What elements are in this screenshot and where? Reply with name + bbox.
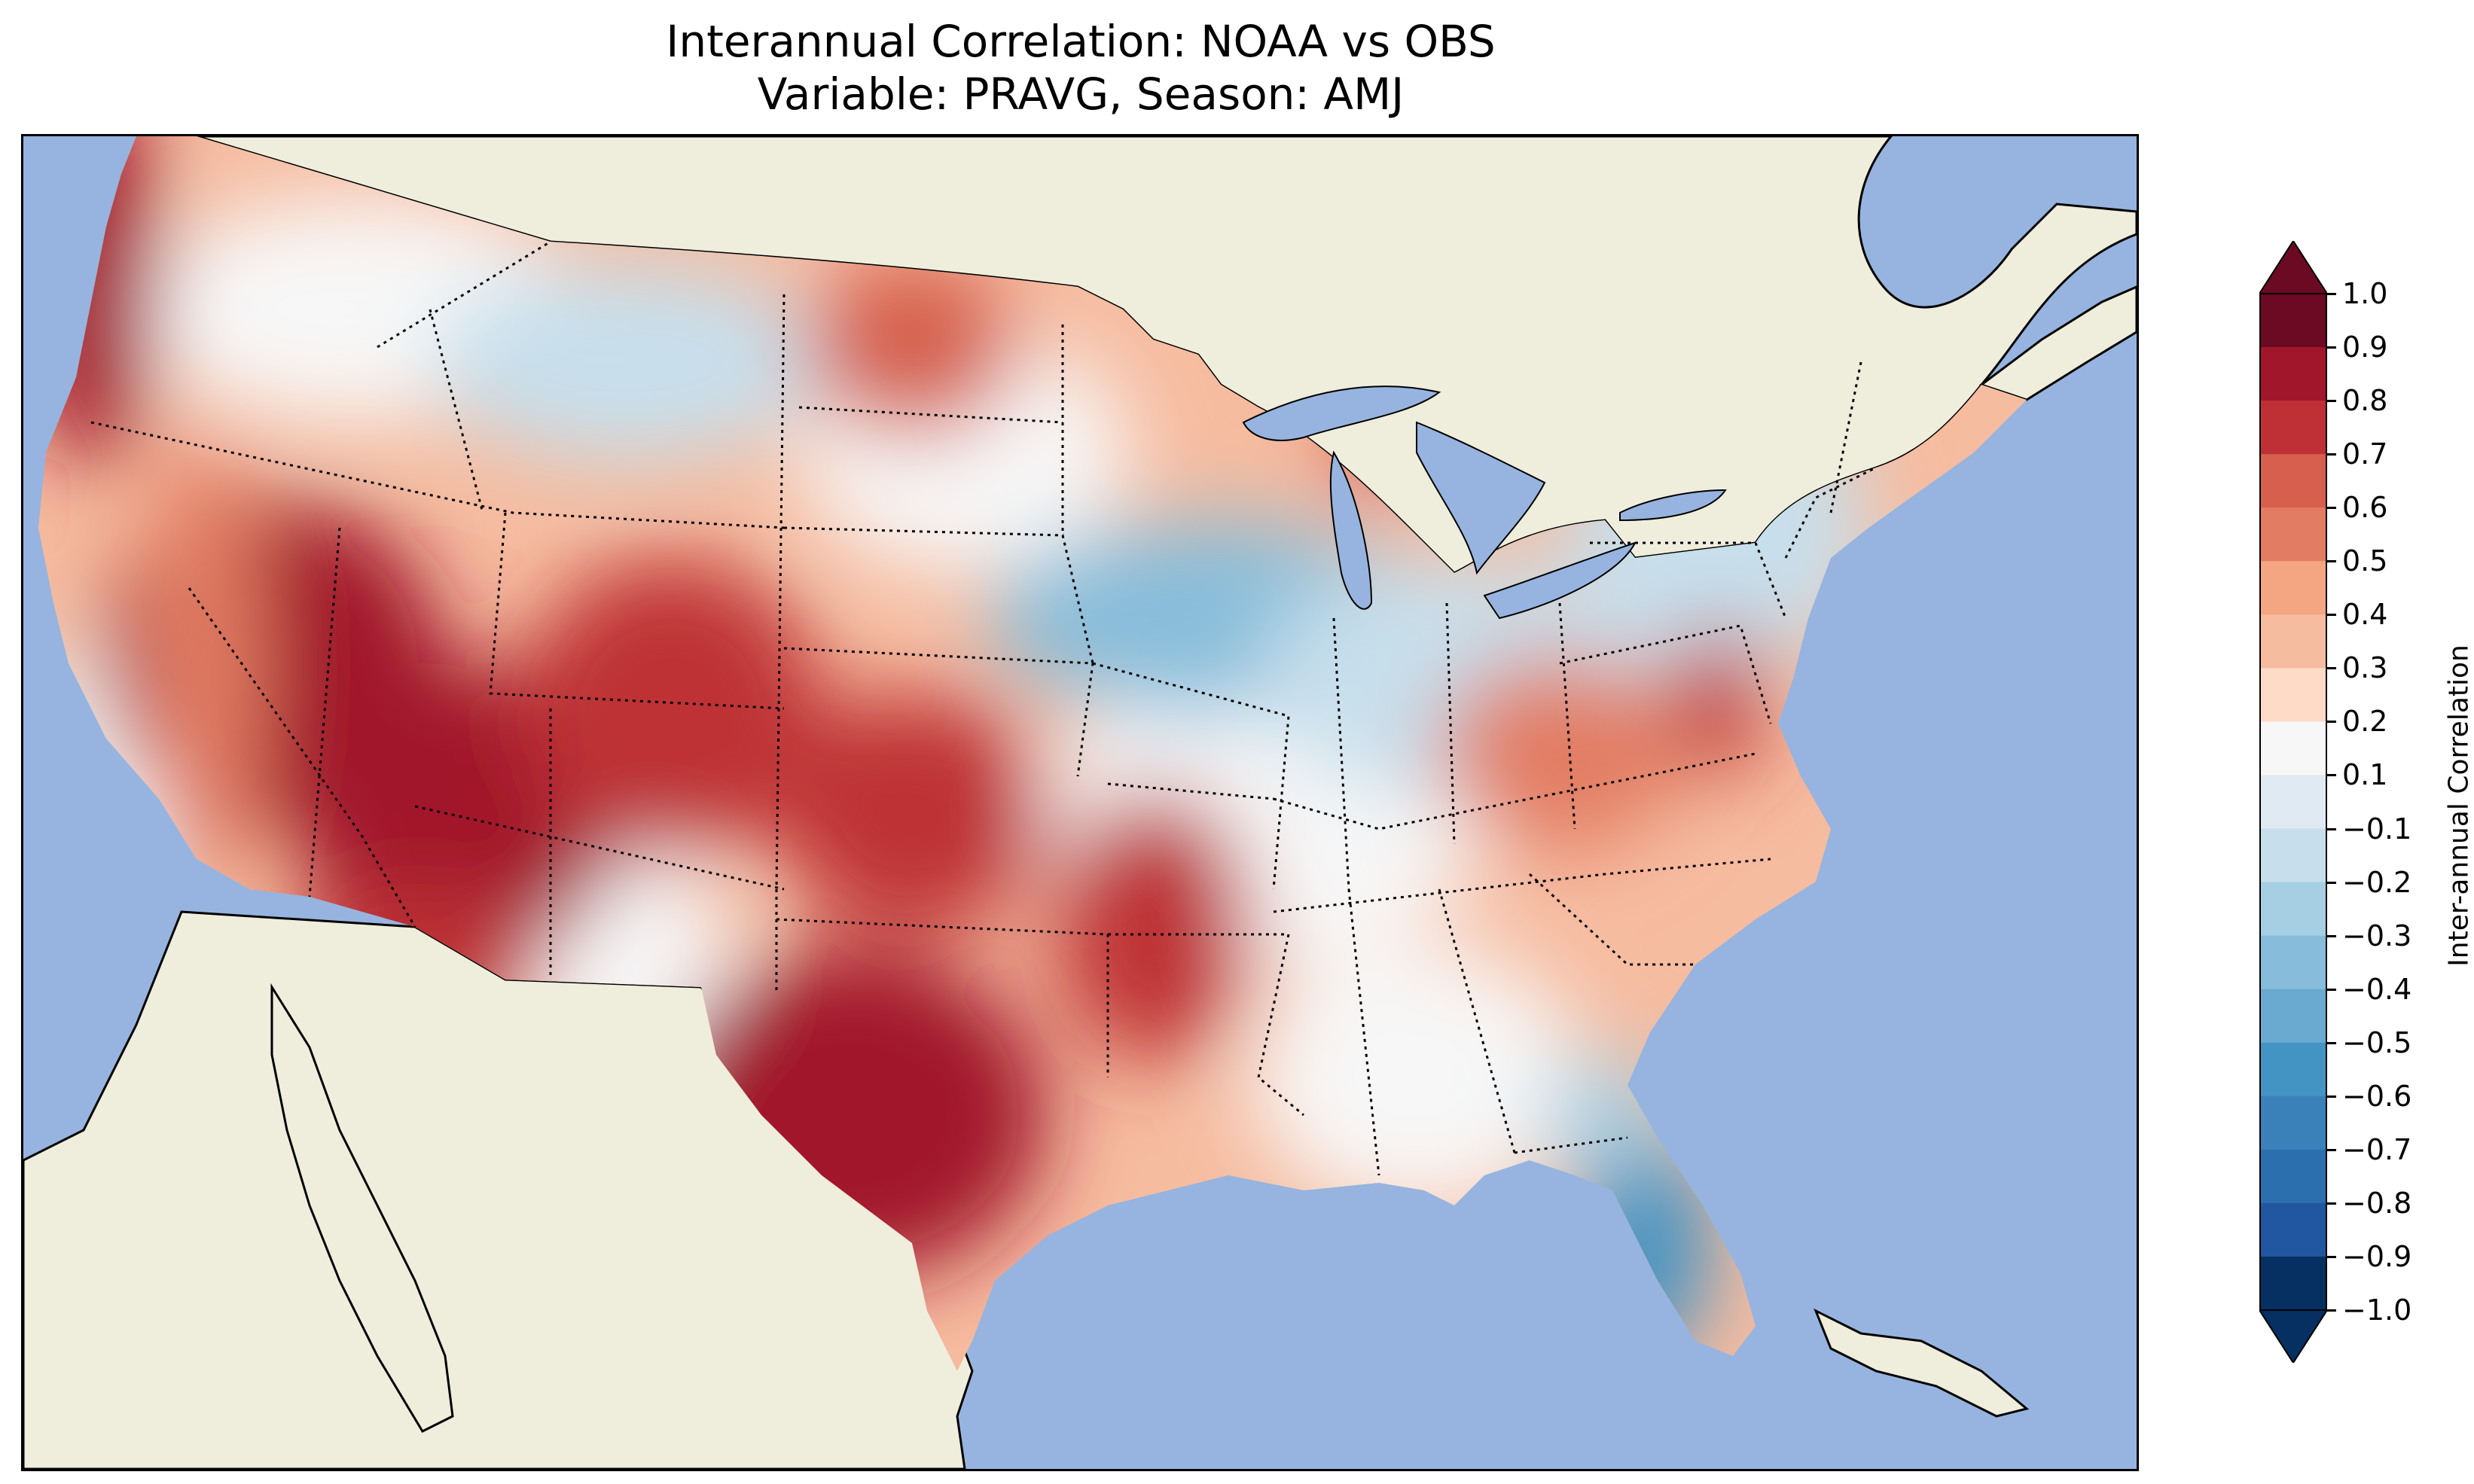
- colorbar-tick-label: −0.2: [2342, 865, 2412, 899]
- colorbar-tick-label: 0.7: [2342, 437, 2388, 471]
- colorbar-tick-mark: [2327, 1202, 2336, 1205]
- colorbar-tick-mark: [2327, 1309, 2336, 1312]
- colorbar-segment: [2259, 614, 2327, 669]
- colorbar-tick-mark: [2327, 346, 2336, 349]
- colorbar-segment: [2259, 561, 2327, 615]
- colorbar-tick-label: 0.4: [2342, 598, 2388, 632]
- colorbar-tick-label: −0.7: [2342, 1132, 2412, 1166]
- colorbar-tick-label: −0.5: [2342, 1025, 2412, 1059]
- colorbar-tick-mark: [2327, 1148, 2336, 1151]
- colorbar-tick-mark: [2327, 1255, 2336, 1258]
- colorbar-segment: [2259, 1202, 2327, 1257]
- colorbar-segment: [2259, 935, 2327, 990]
- colorbar-tick-label: −0.9: [2342, 1239, 2412, 1273]
- colorbar-tick-label: 0.3: [2342, 651, 2388, 685]
- colorbar-frame: [2259, 293, 2327, 1311]
- colorbar-tick-label: 0.6: [2342, 491, 2388, 525]
- great-lakes: [1242, 385, 1727, 620]
- colorbar-tick-mark: [2327, 507, 2336, 510]
- colorbar-tick-mark: [2327, 774, 2336, 777]
- colorbar-tick-label: 0.2: [2342, 705, 2388, 739]
- colorbar-tick-label: 0.9: [2342, 331, 2388, 364]
- colorbar-tick-mark: [2327, 827, 2336, 830]
- colorbar-tick-mark: [2327, 667, 2336, 670]
- atlantic-canada: [1978, 285, 2137, 401]
- chart-title: Interannual Correlation: NOAA vs OBS: [666, 16, 1496, 67]
- colorbar-segment: [2259, 1095, 2327, 1150]
- chart-subtitle: Variable: PRAVG, Season: AMJ: [757, 69, 1405, 120]
- colorbar-tick-label: 0.1: [2342, 758, 2388, 792]
- colorbar-tick-mark: [2327, 934, 2336, 937]
- colorbar-tick-label: −0.3: [2342, 919, 2412, 952]
- correlation-map: [21, 134, 2139, 1471]
- colorbar-tick-mark: [2327, 453, 2336, 456]
- colorbar-segment: [2259, 1149, 2327, 1204]
- colorbar-tick-mark: [2327, 400, 2336, 403]
- map-svg: [23, 136, 2137, 1469]
- colorbar-tick-mark: [2327, 988, 2336, 991]
- colorbar-tick-mark: [2327, 293, 2336, 295]
- colorbar-label: Inter-annual Correlation: [2443, 644, 2474, 967]
- colorbar-tick-label: −1.0: [2342, 1294, 2412, 1327]
- baja-peninsula: [270, 983, 454, 1433]
- colorbar-tick-mark: [2327, 560, 2336, 563]
- colorbar-segment: [2259, 668, 2327, 722]
- colorbar-segment: [2259, 828, 2327, 883]
- colorbar-tick-mark: [2327, 881, 2336, 884]
- state-borders: [90, 240, 1877, 1176]
- colorbar-segment: [2259, 775, 2327, 830]
- colorbar-segment: [2259, 721, 2327, 776]
- colorbar-segment: [2259, 454, 2327, 508]
- colorbar: [2259, 241, 2327, 1363]
- colorbar-extend-max: [2259, 241, 2327, 294]
- colorbar-tick-label: −0.4: [2342, 972, 2412, 1006]
- colorbar-segment: [2259, 507, 2327, 562]
- colorbar-segment: [2259, 989, 2327, 1044]
- colorbar-tick-mark: [2327, 1095, 2336, 1098]
- colorbar-segment: [2259, 347, 2327, 401]
- colorbar-tick-mark: [2327, 1041, 2336, 1044]
- colorbar-segment: [2259, 401, 2327, 455]
- colorbar-tick-label: −0.1: [2342, 812, 2412, 846]
- colorbar-tick-label: 0.5: [2342, 544, 2388, 578]
- cuba: [1814, 1308, 2030, 1418]
- colorbar-tick-label: −0.8: [2342, 1186, 2412, 1220]
- colorbar-segment: [2259, 1256, 2327, 1311]
- colorbar-segment: [2259, 294, 2327, 348]
- colorbar-tick-mark: [2327, 614, 2336, 617]
- colorbar-extend-min: [2259, 1309, 2327, 1363]
- colorbar-tick-label: −0.6: [2342, 1079, 2412, 1113]
- colorbar-tick-label: 1.0: [2342, 277, 2388, 310]
- colorbar-tick-label: 0.8: [2342, 384, 2388, 418]
- colorbar-segment: [2259, 882, 2327, 937]
- colorbar-segment: [2259, 1042, 2327, 1097]
- colorbar-tick-mark: [2327, 721, 2336, 724]
